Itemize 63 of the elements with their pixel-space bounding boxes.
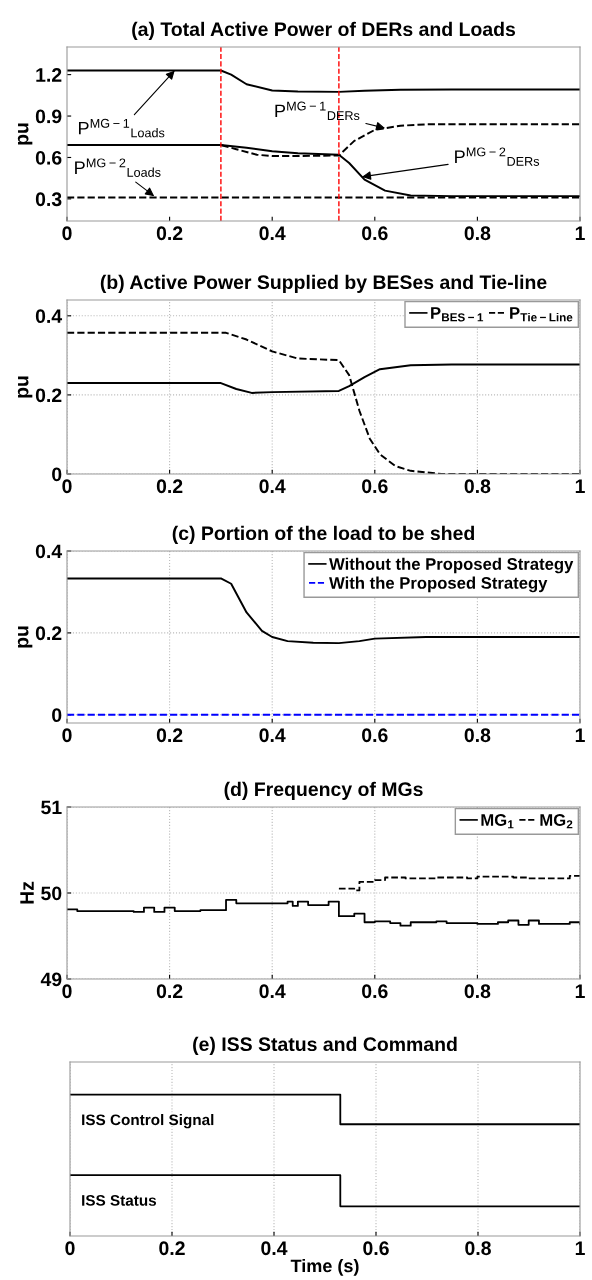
x-tick-label: 1	[575, 728, 585, 742]
y-tick-label: 0	[52, 467, 62, 482]
y-tick-label: 49	[40, 972, 62, 987]
annotation: P$^{MG−1}$$_{Loads}$	[78, 118, 165, 138]
annotation: P$^{MG−2}$$_{DERs}$	[455, 147, 540, 166]
x-tick-label: 0.2	[156, 479, 183, 494]
y-tick-label: 51	[41, 800, 62, 815]
series-label: ISS Control Signal	[82, 1113, 214, 1129]
x-tick-label: 0.4	[261, 1241, 288, 1256]
x-tick-label: 0.4	[259, 728, 286, 743]
y-tick-label: 1.2	[36, 68, 62, 82]
x-tick-label: 0.6	[362, 226, 388, 241]
x-tick-label: 0.2	[159, 1241, 185, 1256]
x-tick-label: 0.8	[464, 226, 491, 241]
y-axis-title: pu	[17, 123, 33, 145]
x-tick-label: 0.8	[465, 1241, 491, 1256]
chart-title: (e) ISS Status and Command	[193, 1036, 457, 1055]
x-tick-label: 0.2	[156, 728, 183, 743]
legend-label: MG$_{1}$	[481, 814, 514, 829]
legend-label: Without the Proposed Strategy	[329, 557, 574, 574]
y-tick-label: 0.6	[35, 150, 62, 165]
y-tick-label: 0	[52, 708, 62, 723]
x-tick-label: 1	[575, 1241, 585, 1255]
y-axis-title: Hz	[20, 881, 34, 904]
line-series	[67, 69, 580, 93]
y-axis-title: pu	[17, 376, 33, 398]
y-tick-label: 0.4	[35, 309, 63, 324]
x-tick-label: 0	[65, 1241, 75, 1256]
y-tick-label: 0.9	[35, 109, 62, 124]
legend-label: MG$_{2}$	[540, 814, 573, 829]
y-tick-label: 0.4	[35, 544, 63, 559]
x-tick-label: 0.6	[362, 728, 388, 743]
legend-label: P$_{BES−1}$	[431, 307, 484, 322]
x-tick-label: 0.4	[259, 479, 286, 494]
x-tick-label: 1	[575, 226, 585, 240]
legend-label: P$_{Tie−Line}$	[510, 307, 573, 322]
annotation: P$^{MG−1}$$_{DERs}$	[275, 101, 360, 121]
x-tick-label: 0.6	[362, 479, 388, 494]
series-label: ISS Status	[82, 1195, 157, 1206]
x-tick-label: 0.2	[156, 226, 183, 241]
x-tick-label: 1	[575, 984, 585, 998]
y-tick-label: 0.3	[35, 192, 62, 207]
line-series	[67, 577, 580, 645]
x-tick-label: 0.2	[156, 984, 183, 999]
x-tick-label: 0.4	[259, 984, 286, 999]
x-tick-label: 0.4	[259, 226, 286, 241]
x-tick-label: 0.8	[464, 728, 491, 743]
x-axis-title: Time (s)	[290, 1258, 359, 1276]
x-tick-label: 0.8	[464, 984, 491, 999]
x-tick-label: 0.8	[464, 479, 491, 494]
y-tick-label: 0.2	[35, 388, 62, 403]
x-tick-label: 0.6	[362, 984, 388, 999]
chart-title: (a) Total Active Power of DERs and Loads	[132, 21, 516, 40]
y-tick-label: 50	[41, 886, 62, 901]
y-tick-label: 0.2	[35, 626, 62, 641]
x-tick-label: 0.6	[363, 1241, 389, 1256]
y-axis-title: pu	[17, 626, 33, 648]
chart-title: (c) Portion of the load to be shed	[172, 525, 474, 544]
x-tick-label: 1	[575, 479, 585, 493]
chart-title: (b) Active Power Supplied by BESes and Tie-line	[100, 274, 547, 293]
chart-title: (d) Frequency of MGs	[224, 781, 423, 800]
legend-label: With the Proposed Strategy	[329, 576, 548, 593]
annotation: P$^{MG−2}$$_{Loads}$	[75, 158, 161, 177]
